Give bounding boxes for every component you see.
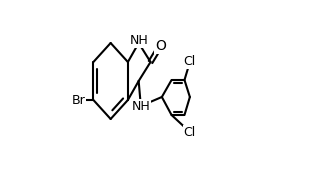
Text: NH: NH — [129, 34, 148, 47]
Text: Br: Br — [72, 93, 85, 107]
Text: Cl: Cl — [184, 56, 196, 69]
Text: O: O — [155, 39, 166, 53]
Text: Cl: Cl — [184, 125, 196, 139]
Text: NH: NH — [132, 99, 150, 112]
